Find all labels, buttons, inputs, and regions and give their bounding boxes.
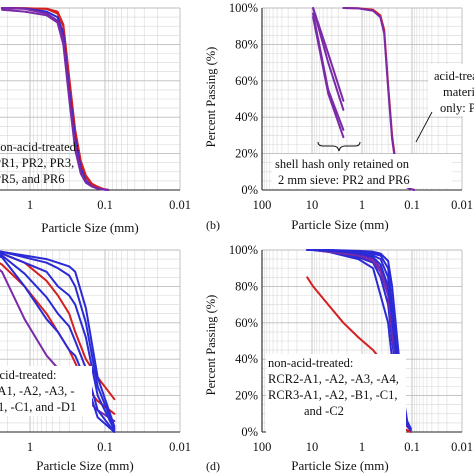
series-line bbox=[1, 7, 110, 191]
panel-b-arrow bbox=[415, 111, 433, 143]
panel-a-annotation-3: PR5, and PR6 bbox=[0, 172, 65, 186]
panel-a-xlabel: Particle Size (mm) bbox=[41, 220, 138, 235]
series-line bbox=[312, 16, 345, 139]
y-tick-label: 100% bbox=[229, 243, 258, 257]
panel-b: 100 10 1 0.1 0.01 0% 20% 40% 60% 80% 100% Percent… bbox=[204, 1, 474, 232]
panel-d-x-ticks: 100 10 1 0.1 0.01 bbox=[253, 440, 473, 454]
x-tick-label: 100 bbox=[253, 198, 272, 212]
panel-d-panel-label: (d) bbox=[206, 459, 220, 473]
panel-c-note-bg bbox=[0, 366, 92, 416]
x-tick-label: 10 bbox=[306, 440, 319, 454]
panel-b-annotation-3: acid-treated bbox=[434, 69, 474, 83]
y-tick-label: 60% bbox=[235, 316, 258, 330]
y-tick-label: 40% bbox=[235, 352, 258, 366]
y-tick-label: 20% bbox=[235, 389, 258, 403]
x-tick-label: 0.01 bbox=[169, 198, 191, 212]
x-tick-label: 10 bbox=[306, 198, 319, 212]
y-tick-label: 60% bbox=[235, 74, 258, 88]
panel-a-annotation-1: non-acid-treated: bbox=[0, 140, 79, 154]
y-tick-label: 20% bbox=[235, 147, 258, 161]
panel-c-annotation-2: RCR2-A1, -A2, -A3, - bbox=[0, 384, 75, 398]
x-tick-label: 0.01 bbox=[451, 440, 473, 454]
x-tick-label: 0.01 bbox=[451, 198, 473, 212]
panel-d-y-ticks: 0% 20% 40% 60% 80% 100% bbox=[229, 243, 258, 439]
panel-b-ylabel: Percent Passing (%) bbox=[204, 47, 218, 148]
series-line bbox=[1, 8, 110, 191]
panel-a: 1 0.1 0.01 Particle Size (mm) non-acid-tre… bbox=[0, 7, 191, 235]
x-tick-label: 0.1 bbox=[97, 440, 113, 454]
panel-b-y-ticks: 0% 20% 40% 60% 80% 100% bbox=[229, 1, 258, 197]
x-tick-label: 0.1 bbox=[404, 198, 420, 212]
x-tick-label: 0.01 bbox=[169, 440, 191, 454]
panel-d-xlabel: Particle Size (mm) bbox=[291, 458, 388, 473]
y-tick-label: 0% bbox=[241, 425, 258, 439]
panel-d-annotation-2: RCR2-A1, -A2, -A3, -A4, bbox=[268, 372, 399, 386]
panel-b-note-bg bbox=[272, 154, 452, 188]
panel-b-annotation-1: shell hash only retained on bbox=[275, 157, 410, 171]
panel-d-annotation-1: non-acid-treated: bbox=[268, 356, 353, 370]
x-tick-label: 1 bbox=[27, 198, 33, 212]
panel-c-x-ticks: 1 0.1 0.01 bbox=[27, 440, 191, 454]
panel-d-note-bg bbox=[266, 354, 406, 436]
panel-c: 1 0.1 0.01 Particle Size (mm) acid-treated… bbox=[0, 249, 191, 473]
panel-b-annotation-2: 2 mm sieve: PR2 and PR6 bbox=[278, 173, 410, 187]
panel-d-ylabel: Percent Passing (%) bbox=[204, 295, 218, 396]
panel-c-annotation-1: acid-treated: bbox=[0, 368, 56, 382]
x-tick-label: 1 bbox=[27, 440, 33, 454]
panel-b-side-note-bg bbox=[428, 64, 474, 116]
panel-a-grid bbox=[0, 7, 181, 191]
x-tick-label: 0.1 bbox=[404, 440, 420, 454]
panel-b-brace bbox=[317, 141, 361, 152]
y-tick-label: 40% bbox=[235, 110, 258, 124]
x-tick-label: 1 bbox=[359, 198, 365, 212]
y-tick-label: 0% bbox=[241, 183, 258, 197]
panel-a-series bbox=[1, 7, 110, 191]
panel-b-xlabel: Particle Size (mm) bbox=[291, 217, 388, 232]
x-tick-label: 1 bbox=[359, 440, 365, 454]
panel-b-x-ticks: 100 10 1 0.1 0.01 bbox=[253, 198, 473, 212]
y-tick-label: 100% bbox=[229, 1, 258, 15]
y-tick-label: 80% bbox=[235, 279, 258, 293]
panel-a-annotation-2: PR1, PR2, PR3, bbox=[0, 156, 74, 170]
panel-d: 100 10 1 0.1 0.01 0% 20% 40% 60% 80% 100% Percent… bbox=[204, 243, 473, 473]
x-tick-label: 100 bbox=[253, 440, 272, 454]
panel-c-annotation-3: A4, -B1, -C1, and -D1 bbox=[0, 400, 76, 414]
panel-b-annotation-5: only: PR bbox=[440, 101, 474, 115]
panel-a-x-ticks: 1 0.1 0.01 bbox=[27, 198, 191, 212]
series-line bbox=[312, 7, 345, 111]
series-line bbox=[0, 250, 116, 430]
panel-c-xlabel: Particle Size (mm) bbox=[36, 458, 133, 473]
panel-d-annotation-4: and -C2 bbox=[304, 404, 344, 418]
panel-d-annotation-3: RCR3-A1, -A2, -B1, -C1, bbox=[268, 388, 398, 402]
y-tick-label: 80% bbox=[235, 37, 258, 51]
x-tick-label: 0.1 bbox=[97, 198, 113, 212]
panel-b-panel-label: (b) bbox=[206, 218, 220, 232]
panel-b-annotation-4: material bbox=[443, 85, 474, 99]
